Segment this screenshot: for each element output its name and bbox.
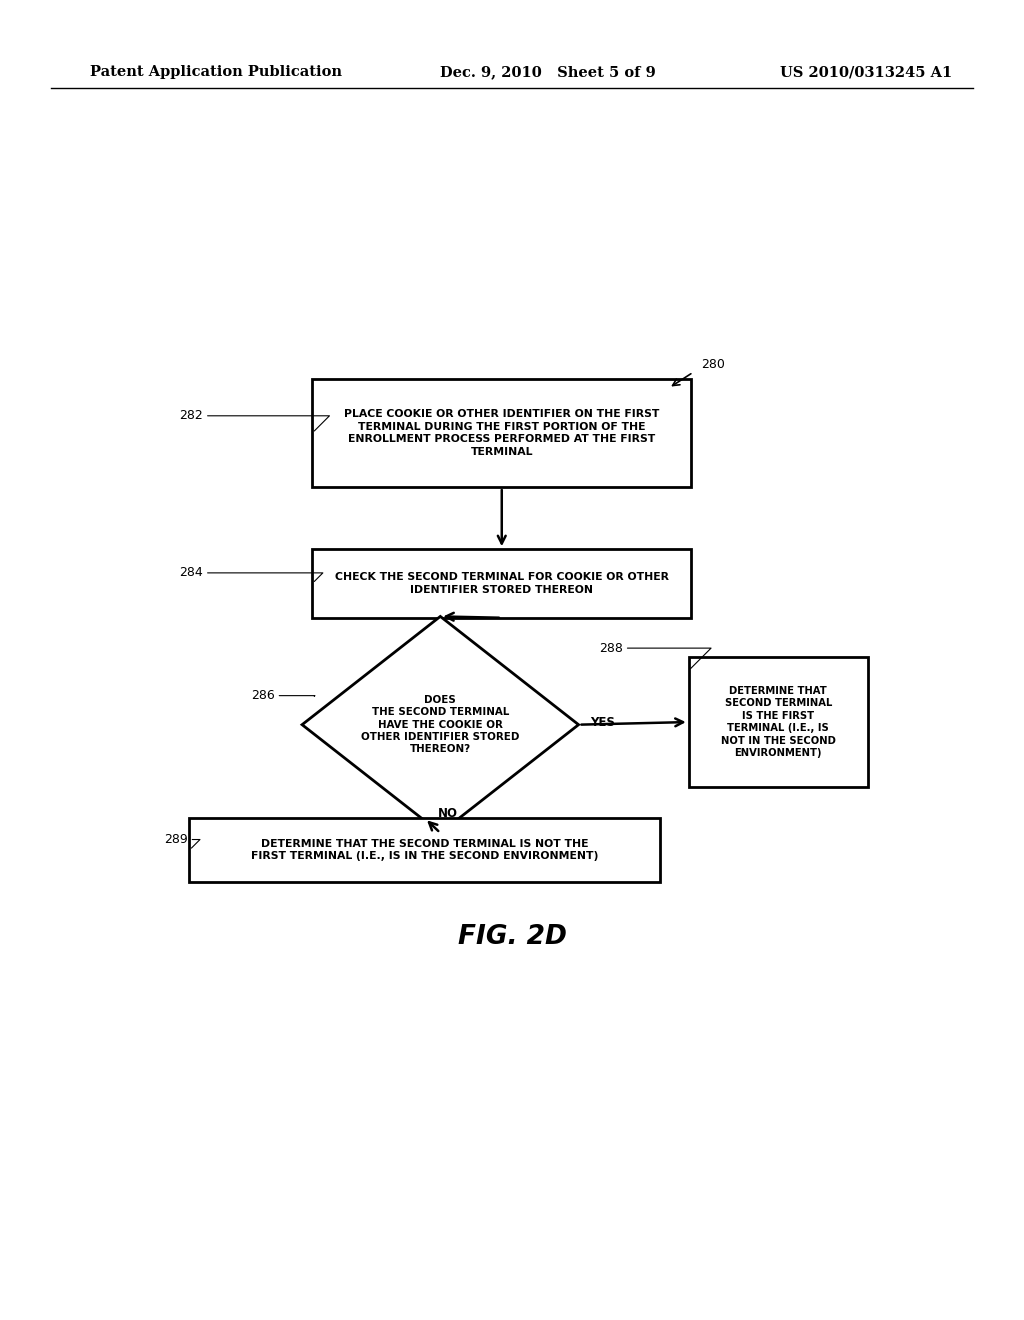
Bar — [312, 549, 691, 618]
Text: US 2010/0313245 A1: US 2010/0313245 A1 — [780, 65, 952, 79]
Bar — [189, 818, 660, 882]
Text: DETERMINE THAT THE SECOND TERMINAL IS NOT THE
FIRST TERMINAL (I.E., IS IN THE SE: DETERMINE THAT THE SECOND TERMINAL IS NO… — [251, 840, 599, 861]
Text: Dec. 9, 2010   Sheet 5 of 9: Dec. 9, 2010 Sheet 5 of 9 — [440, 65, 656, 79]
Text: PLACE COOKIE OR OTHER IDENTIFIER ON THE FIRST
TERMINAL DURING THE FIRST PORTION : PLACE COOKIE OR OTHER IDENTIFIER ON THE … — [344, 409, 659, 457]
Text: 284: 284 — [179, 566, 203, 579]
Text: NO: NO — [437, 807, 458, 820]
Bar — [688, 657, 867, 787]
Text: DOES
THE SECOND TERMINAL
HAVE THE COOKIE OR
OTHER IDENTIFIER STORED
THEREON?: DOES THE SECOND TERMINAL HAVE THE COOKIE… — [361, 694, 519, 755]
Polygon shape — [302, 616, 579, 833]
Text: 288: 288 — [599, 642, 623, 655]
Text: Patent Application Publication: Patent Application Publication — [90, 65, 342, 79]
Text: DETERMINE THAT
SECOND TERMINAL
IS THE FIRST
TERMINAL (I.E., IS
NOT IN THE SECOND: DETERMINE THAT SECOND TERMINAL IS THE FI… — [721, 686, 836, 758]
Text: FIG. 2D: FIG. 2D — [458, 924, 566, 950]
Bar — [312, 379, 691, 487]
Text: 289: 289 — [164, 833, 187, 846]
Text: 280: 280 — [701, 358, 725, 371]
Text: YES: YES — [590, 715, 614, 729]
Text: 286: 286 — [251, 689, 274, 702]
Text: 282: 282 — [179, 409, 203, 422]
Text: CHECK THE SECOND TERMINAL FOR COOKIE OR OTHER
IDENTIFIER STORED THEREON: CHECK THE SECOND TERMINAL FOR COOKIE OR … — [335, 573, 669, 594]
